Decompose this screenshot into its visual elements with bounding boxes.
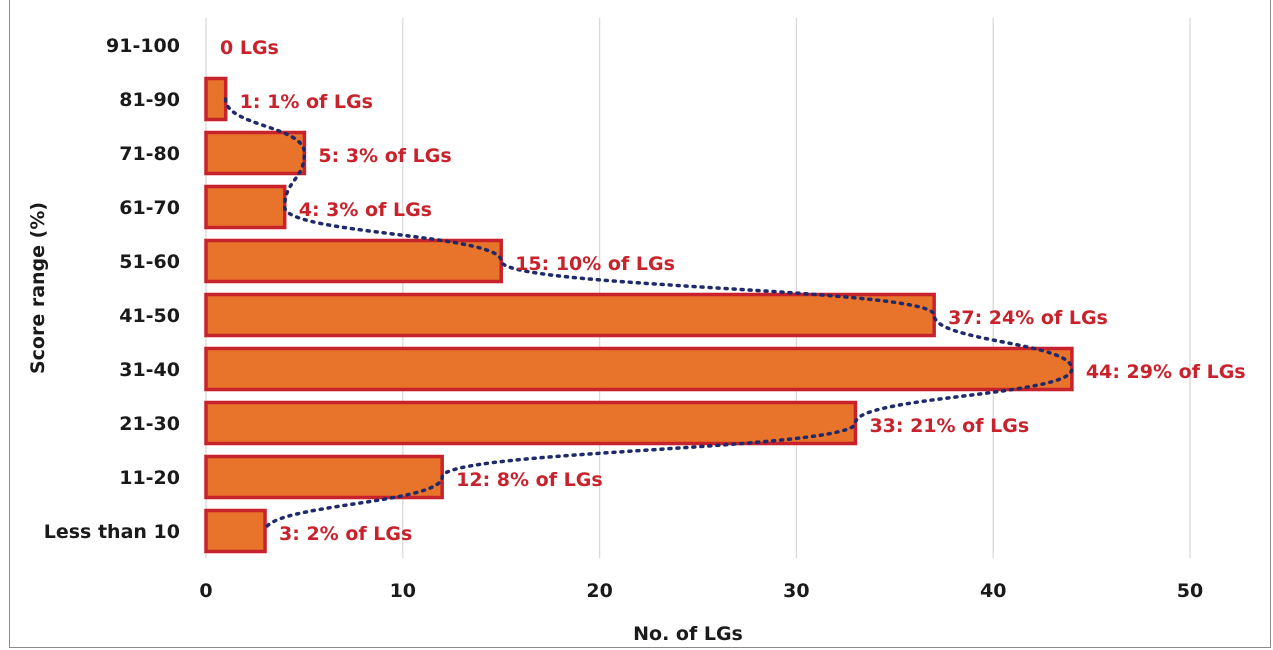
bar bbox=[204, 238, 503, 284]
data-label: 3: 2% of LGs bbox=[279, 523, 412, 545]
data-label: 44: 29% of LGs bbox=[1086, 361, 1246, 383]
x-tick-label: 40 bbox=[980, 580, 1006, 602]
x-tick-label: 10 bbox=[390, 580, 416, 602]
category-label: 71-80 bbox=[119, 143, 180, 165]
bar bbox=[204, 508, 267, 554]
bar bbox=[204, 400, 858, 446]
category-label: 41-50 bbox=[119, 305, 180, 327]
data-label: 33: 21% of LGs bbox=[869, 415, 1029, 437]
data-label: 4: 3% of LGs bbox=[299, 199, 432, 221]
data-label: 15: 10% of LGs bbox=[515, 253, 675, 275]
bar bbox=[204, 184, 287, 230]
data-label: 5: 3% of LGs bbox=[318, 145, 451, 167]
data-label: 37: 24% of LGs bbox=[948, 307, 1108, 329]
x-axis-label: No. of LGs bbox=[633, 623, 743, 645]
category-labels: 91-100 81-90 71-80 61-70 51-60 41-50 31-40 21-3… bbox=[44, 35, 180, 543]
category-label: 81-90 bbox=[119, 89, 180, 111]
trendline bbox=[223, 97, 1074, 533]
category-label: 51-60 bbox=[119, 251, 180, 273]
x-tick-label: 30 bbox=[783, 580, 809, 602]
data-label: 1: 1% of LGs bbox=[240, 91, 373, 113]
category-label: 91-100 bbox=[106, 35, 180, 57]
category-label: 31-40 bbox=[119, 359, 180, 381]
bar bbox=[204, 346, 1074, 392]
category-label: 11-20 bbox=[119, 467, 180, 489]
data-label: 12: 8% of LGs bbox=[456, 469, 602, 491]
bar bbox=[204, 292, 936, 338]
data-label: 0 LGs bbox=[220, 37, 279, 59]
category-label: 61-70 bbox=[119, 197, 180, 219]
category-label: Less than 10 bbox=[44, 521, 180, 543]
data-labels: 0 LGs 1: 1% of LGs 5: 3% of LGs 4: 3% of LG… bbox=[220, 37, 1246, 545]
x-tick-label: 0 bbox=[199, 580, 212, 602]
x-tick-label: 50 bbox=[1177, 580, 1203, 602]
trendline-path bbox=[223, 97, 1074, 533]
category-label: 21-30 bbox=[119, 413, 180, 435]
bar bbox=[204, 76, 228, 122]
bars bbox=[204, 76, 1074, 554]
bar bbox=[204, 130, 307, 176]
x-tick-labels: 0 10 20 30 40 50 bbox=[199, 580, 1203, 602]
y-axis-label: Score range (%) bbox=[27, 202, 49, 374]
bar bbox=[204, 454, 444, 500]
x-tick-label: 20 bbox=[586, 580, 612, 602]
